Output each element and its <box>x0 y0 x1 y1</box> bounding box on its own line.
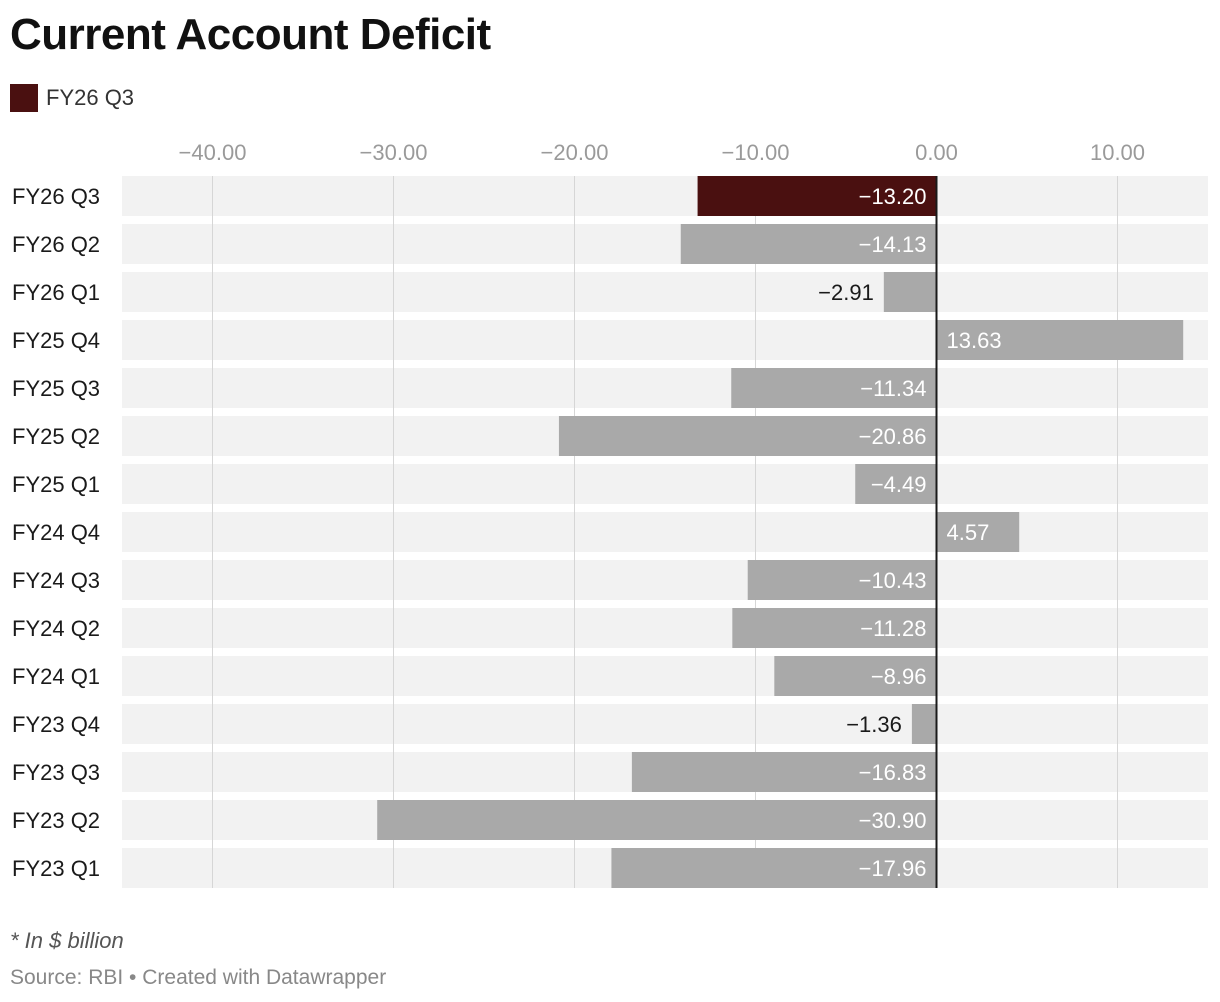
bar <box>936 512 1020 552</box>
value-label: −10.43 <box>859 568 927 593</box>
bar <box>855 464 937 504</box>
bar <box>747 560 937 600</box>
row-background <box>122 224 1208 264</box>
category-label: FY25 Q4 <box>12 328 100 353</box>
value-label: −2.91 <box>818 280 874 305</box>
category-label: FY24 Q3 <box>12 568 100 593</box>
category-label: FY26 Q3 <box>12 184 100 209</box>
value-label: −1.36 <box>846 712 902 737</box>
value-label: −11.28 <box>860 616 926 641</box>
x-tick-label: −30.00 <box>360 140 428 165</box>
value-label: −16.83 <box>859 760 927 785</box>
value-label: 4.57 <box>947 520 990 545</box>
category-label: FY24 Q2 <box>12 616 100 641</box>
category-label: FY23 Q3 <box>12 760 100 785</box>
chart-source: Source: RBI • Created with Datawrapper <box>10 966 387 989</box>
category-label: FY26 Q2 <box>12 232 100 257</box>
value-label: −30.90 <box>859 808 927 833</box>
row-background <box>122 176 1208 216</box>
category-label: FY24 Q4 <box>12 520 100 545</box>
x-tick-label: −40.00 <box>179 140 247 165</box>
value-label: −14.13 <box>859 232 927 257</box>
value-label: −20.86 <box>859 424 927 449</box>
row-background <box>122 608 1208 648</box>
bar <box>774 656 937 696</box>
bar <box>936 320 1184 360</box>
value-label: −13.20 <box>859 184 927 209</box>
category-label: FY25 Q2 <box>12 424 100 449</box>
chart-title: Current Account Deficit <box>10 10 491 59</box>
chart-note: * In $ billion <box>10 928 124 953</box>
row-background <box>122 704 1208 744</box>
category-label: FY25 Q3 <box>12 376 100 401</box>
row-background <box>122 512 1208 552</box>
category-label: FY23 Q2 <box>12 808 100 833</box>
x-tick-label: 0.00 <box>915 140 958 165</box>
value-label: 13.63 <box>947 328 1002 353</box>
value-label: −8.96 <box>871 664 927 689</box>
bar <box>680 224 937 264</box>
x-tick-label: −10.00 <box>722 140 790 165</box>
bar <box>558 416 937 456</box>
row-background <box>122 560 1208 600</box>
row-background <box>122 272 1208 312</box>
value-label: −4.49 <box>871 472 927 497</box>
bar <box>883 272 937 312</box>
bar <box>697 176 937 216</box>
category-label: FY25 Q1 <box>12 472 100 497</box>
bar <box>732 608 937 648</box>
row-background <box>122 464 1208 504</box>
category-label: FY23 Q4 <box>12 712 100 737</box>
bar <box>377 800 937 840</box>
value-label: −11.34 <box>860 376 926 401</box>
legend-label: FY26 Q3 <box>46 85 135 110</box>
row-background <box>122 656 1208 696</box>
category-label: FY23 Q1 <box>12 856 100 881</box>
row-background <box>122 368 1208 408</box>
value-label: −17.96 <box>859 856 927 881</box>
bar <box>631 752 937 792</box>
category-label: FY26 Q1 <box>12 280 100 305</box>
x-tick-label: 10.00 <box>1090 140 1145 165</box>
x-tick-label: −20.00 <box>541 140 609 165</box>
bar <box>731 368 937 408</box>
category-label: FY24 Q1 <box>12 664 100 689</box>
legend: FY26 Q3 <box>10 84 134 112</box>
bar <box>611 848 937 888</box>
bar <box>911 704 937 744</box>
legend-swatch <box>10 84 38 112</box>
bar-chart: −40.00 −30.00 −20.00 −10.00 0.00 10.00 FY26 Q3… <box>12 140 1208 888</box>
